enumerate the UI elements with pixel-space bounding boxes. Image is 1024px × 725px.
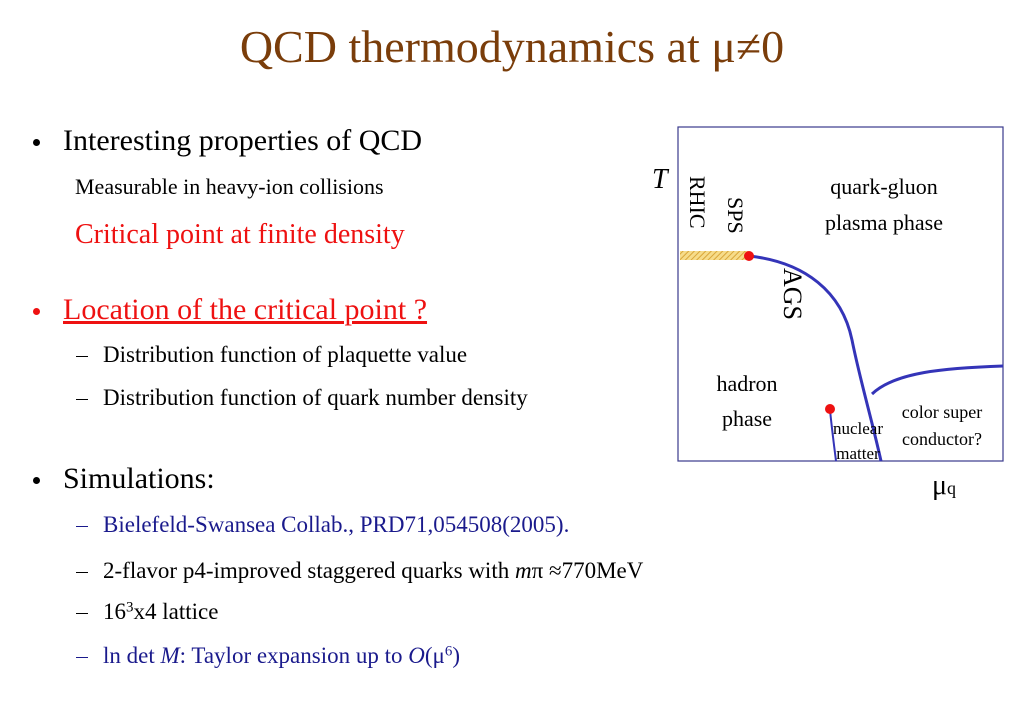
sub-item: ln det M: Taylor expansion up to O(μ6)	[103, 644, 460, 667]
ags-label: AGS	[778, 268, 807, 321]
hadron-label: phase	[721, 406, 773, 431]
sub-marker	[76, 525, 88, 528]
csc-label: color super	[901, 402, 983, 422]
rhic-sps-band	[680, 251, 748, 260]
text-run: 2-flavor p4-improved staggered quarks wi…	[103, 558, 515, 583]
bullet-marker	[33, 308, 40, 315]
text-run: )	[452, 643, 461, 668]
text-run: (μ	[424, 643, 445, 668]
text-run: m	[514, 558, 532, 583]
sub-item: Distribution function of plaquette value	[103, 343, 467, 366]
sub-marker	[76, 571, 88, 574]
bullet-text: Simulations:	[63, 462, 215, 495]
sub-item: Distribution function of quark number de…	[103, 386, 528, 409]
sps-label: SPS	[723, 197, 748, 234]
bullet-text: Interesting properties of QCD	[63, 124, 423, 157]
slide-title: QCD thermodynamics at μ≠0	[239, 21, 785, 72]
text-run: 16	[103, 599, 126, 624]
sub-marker	[76, 355, 88, 358]
text-run: O	[408, 643, 425, 668]
sub-item: 163x4 lattice	[103, 600, 218, 623]
text-run: π ≈770MeV	[531, 558, 644, 583]
text-run: Distribution function of plaquette value	[103, 342, 468, 367]
sub-item: 2-flavor p4-improved staggered quarks wi…	[103, 559, 643, 582]
csc-label: conductor?	[902, 429, 982, 449]
sub-marker	[76, 612, 88, 615]
mu-axis-label: μq	[932, 472, 956, 500]
text-run: M	[160, 643, 180, 668]
text-run: Measurable in heavy-ion collisions	[75, 174, 384, 199]
text-run: x4 lattice	[133, 599, 219, 624]
superscript: 6	[444, 643, 453, 660]
text-run: Critical point at finite density	[75, 219, 405, 250]
sub-item: Critical point at finite density	[75, 221, 405, 249]
sub-marker	[76, 398, 88, 401]
mu-subscript: q	[947, 478, 957, 498]
critical-point	[744, 251, 754, 261]
t-axis-label: T	[652, 164, 668, 195]
rhic-label: RHIC	[685, 176, 710, 229]
qgp-label: plasma phase	[825, 210, 943, 235]
text-run: Distribution function of quark number de…	[103, 385, 528, 410]
phase-boundary	[748, 254, 883, 462]
sub-item: Measurable in heavy-ion collisions	[75, 176, 384, 198]
sub-marker	[76, 656, 88, 659]
bullet-marker	[33, 139, 40, 146]
text-run: ln det	[103, 643, 161, 668]
csc-boundary	[870, 364, 1004, 396]
nuclear-point	[825, 404, 835, 414]
nuclear-label: nuclear	[832, 419, 884, 438]
bullet-text: Location of the critical point ?	[63, 293, 428, 326]
diagram-frame	[677, 126, 1004, 462]
nuclear-label: matter	[836, 444, 880, 463]
bullet-marker	[33, 477, 40, 484]
hadron-label: hadron	[716, 371, 778, 396]
qgp-label: quark-gluon	[830, 174, 938, 199]
mu-symbol: μ	[932, 470, 948, 501]
superscript: 3	[126, 599, 134, 616]
text-run: Bielefeld-Swansea Collab., PRD71,054508(…	[103, 512, 570, 537]
nuclear-line	[829, 409, 837, 462]
sub-item: Bielefeld-Swansea Collab., PRD71,054508(…	[103, 513, 569, 536]
text-run: : Taylor expansion up to	[179, 643, 409, 668]
